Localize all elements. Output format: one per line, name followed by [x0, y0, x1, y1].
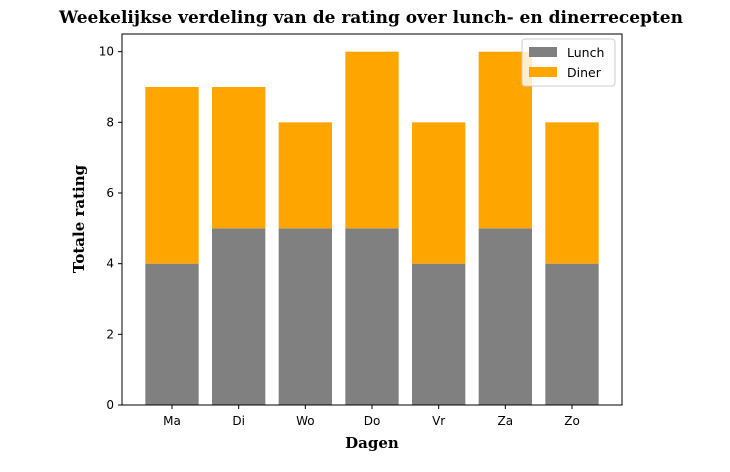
x-tick-label: Do: [364, 414, 381, 428]
x-axis-label: Dagen: [345, 434, 399, 452]
bar-diner-zo: [545, 122, 599, 264]
y-tick-label: 2: [106, 327, 114, 341]
y-tick-label: 8: [106, 115, 114, 129]
y-tick-label: 0: [106, 398, 114, 412]
x-tick-label: Di: [232, 414, 245, 428]
bars-group: [145, 51, 599, 405]
legend-swatch-lunch: [529, 47, 557, 57]
bar-lunch-zo: [545, 263, 599, 405]
legend: Lunch Diner: [521, 38, 616, 87]
x-tick-label: Za: [498, 414, 514, 428]
y-tick-label: 6: [106, 186, 114, 200]
x-tick-label: Wo: [296, 414, 315, 428]
bar-lunch-ma: [145, 263, 199, 405]
chart-title: Weekelijkse verdeling van de rating over…: [58, 8, 683, 28]
bar-lunch-za: [478, 228, 532, 405]
y-axis-label: Totale rating: [70, 164, 88, 273]
bar-diner-do: [345, 51, 399, 229]
bar-lunch-vr: [412, 263, 466, 405]
bar-lunch-wo: [278, 228, 332, 405]
bar-diner-di: [212, 87, 266, 229]
x-tick-label: Zo: [564, 414, 580, 428]
bar-diner-vr: [412, 122, 466, 264]
bar-lunch-di: [212, 228, 266, 405]
legend-swatch-diner: [529, 67, 557, 77]
bar-lunch-do: [345, 228, 399, 405]
y-tick-label: 4: [106, 257, 114, 271]
y-axis-ticks: 0 2 4 6 8 10: [99, 45, 122, 412]
y-tick-label: 10: [99, 45, 114, 59]
x-tick-label: Vr: [432, 414, 445, 428]
bar-diner-ma: [145, 87, 199, 264]
bar-diner-wo: [278, 122, 332, 229]
legend-label-lunch: Lunch: [567, 45, 604, 60]
x-axis-ticks: Ma Di Wo Do Vr Za Zo: [163, 405, 580, 428]
x-tick-label: Ma: [163, 414, 181, 428]
legend-label-diner: Diner: [567, 65, 602, 80]
